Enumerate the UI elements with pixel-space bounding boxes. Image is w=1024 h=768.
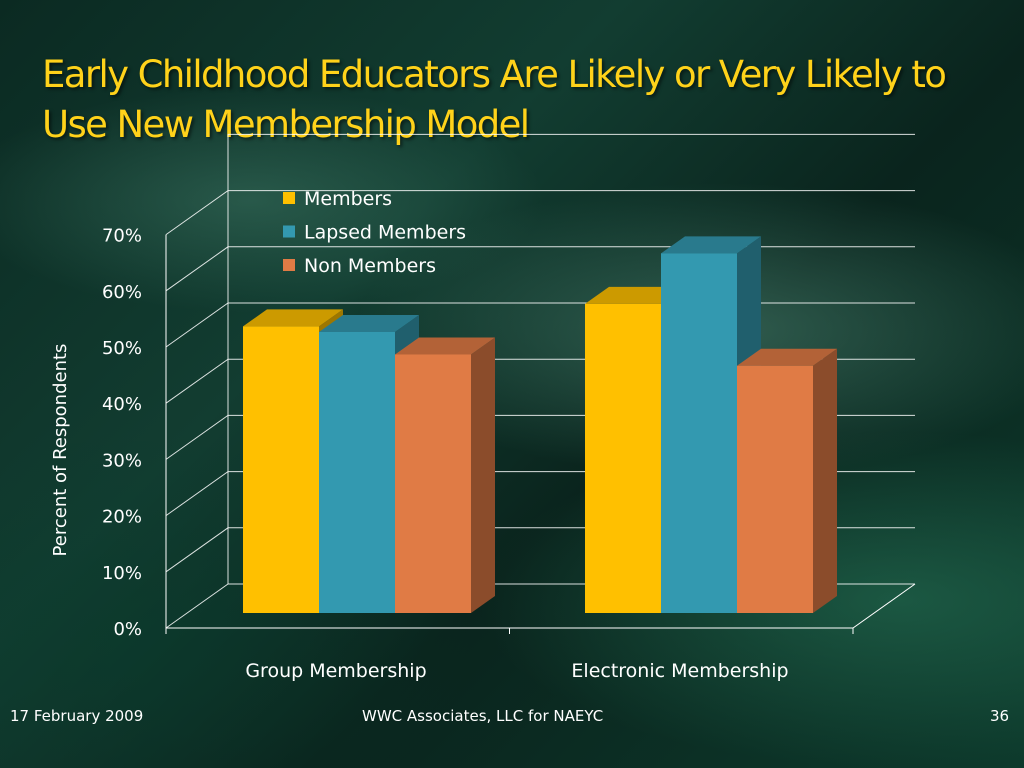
y-tick-label: 40% xyxy=(102,394,142,415)
slide-title: Early Childhood Educators Are Likely or … xyxy=(42,53,947,146)
bar-front xyxy=(319,332,395,613)
bar-side xyxy=(813,348,837,613)
bar-front xyxy=(737,365,813,613)
bar-top xyxy=(661,236,761,254)
gridline xyxy=(165,246,915,292)
bar xyxy=(737,348,837,613)
bar-top xyxy=(585,286,685,304)
y-tick-label: 50% xyxy=(102,338,142,359)
y-tick-label: 30% xyxy=(102,450,142,471)
bar-side xyxy=(471,337,495,613)
y-tick-label: 70% xyxy=(102,226,142,247)
bar-top xyxy=(319,315,419,332)
bar-front xyxy=(243,326,319,613)
legend-label: Members xyxy=(304,188,392,210)
bar-front xyxy=(395,354,471,613)
legend-swatch xyxy=(283,192,295,204)
chart-axes: 0% 10% 20% 30% 40% 50% 60% 70% Group Membership E… xyxy=(102,226,916,682)
legend-swatch xyxy=(283,259,295,271)
page-number: 36 xyxy=(990,707,1010,725)
legend-label: Non Members xyxy=(304,255,436,277)
bar-top xyxy=(737,348,837,366)
bar-front xyxy=(585,303,661,613)
chart-legend: Members Lapsed Members Non Members xyxy=(283,188,466,277)
category-label: Electronic Membership xyxy=(571,660,788,682)
footer-center: WWC Associates, LLC for NAEYC xyxy=(362,707,604,725)
category-label: Group Membership xyxy=(245,660,426,682)
bar-chart: 0% 10% 20% 30% 40% 50% 60% 70% Group Membership E… xyxy=(50,133,916,682)
y-tick-label: 20% xyxy=(102,507,142,528)
gridline xyxy=(165,190,915,236)
legend-label: Lapsed Members xyxy=(304,222,466,244)
y-tick-label: 10% xyxy=(102,563,142,584)
legend-swatch xyxy=(283,225,295,238)
bar-front xyxy=(661,253,737,613)
bar-top xyxy=(243,309,343,327)
y-axis-label: Percent of Respondents xyxy=(50,344,71,557)
gridline xyxy=(227,133,915,191)
footer-date: 17 February 2009 xyxy=(10,707,144,725)
chart-bars xyxy=(243,236,837,613)
y-tick-label: 60% xyxy=(102,282,142,303)
bar-top xyxy=(395,337,495,355)
bar xyxy=(395,337,495,613)
y-tick-label: 0% xyxy=(113,619,142,640)
